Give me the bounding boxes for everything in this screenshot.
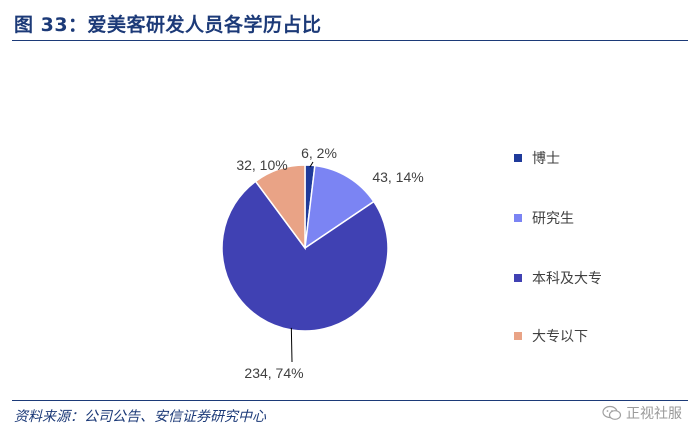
- watermark: 正视社服: [602, 402, 682, 424]
- legend-label-master: 研究生: [532, 211, 574, 227]
- watermark-text: 正视社服: [626, 406, 682, 422]
- leader-line-undergrad: [290, 327, 293, 363]
- wechat-icon: [602, 405, 622, 420]
- data-label-master: 43, 14%: [372, 169, 423, 185]
- legend-swatch-master: [514, 214, 522, 222]
- legend-swatch-doctor: [514, 154, 522, 162]
- leader-line-doctor: [309, 161, 314, 168]
- legend-label-below: 大专以下: [532, 329, 588, 345]
- legend-swatch-undergrad: [514, 274, 522, 282]
- legend-item-master: 研究生: [514, 208, 574, 228]
- legend-item-doctor: 博士: [514, 148, 560, 168]
- legend-item-below: 大专以下: [514, 326, 588, 346]
- page-title: 图 33：爱美客研发人员各学历占比: [14, 14, 322, 36]
- data-label-below: 32, 10%: [236, 157, 287, 173]
- legend-label-undergrad: 本科及大专: [532, 271, 602, 287]
- title-divider: [12, 40, 688, 41]
- pie-slice-below: [254, 164, 306, 251]
- pie-slice-master: [304, 164, 375, 250]
- footer-divider: [12, 400, 688, 401]
- legend-label-doctor: 博士: [532, 151, 560, 167]
- source-note: 资料来源：公司公告、安信证券研究中心: [14, 409, 266, 425]
- data-label-doctor: 6, 2%: [301, 145, 337, 161]
- data-label-undergrad: 234, 74%: [244, 365, 303, 381]
- legend-swatch-below: [514, 332, 522, 340]
- legend-item-undergrad: 本科及大专: [514, 268, 602, 288]
